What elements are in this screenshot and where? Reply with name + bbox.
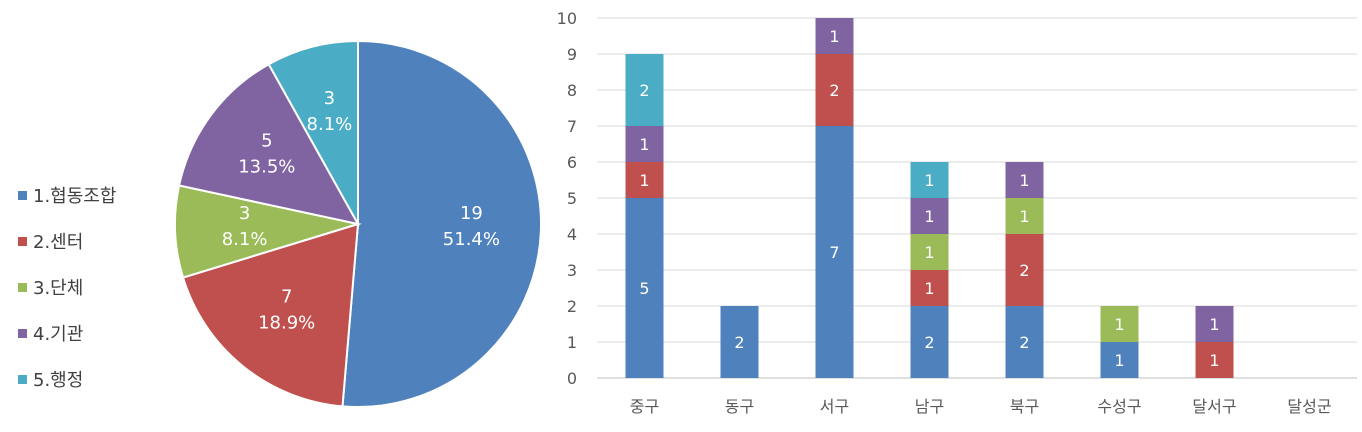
- y-tick-label: 2: [567, 297, 577, 316]
- bar-data-label: 1: [639, 171, 649, 190]
- x-tick-label: 달성군: [1287, 397, 1331, 416]
- y-tick-label: 0: [567, 369, 577, 388]
- bar-segment: [815, 18, 854, 54]
- bar-data-label: 1: [829, 27, 839, 46]
- pie-slice: [267, 39, 359, 228]
- x-tick-label: 달서구: [1192, 397, 1236, 416]
- pie-percent-label: 8.1%: [307, 114, 353, 135]
- pie-percent-label: 18.9%: [258, 312, 315, 333]
- legend-item: 4.기관: [18, 310, 168, 356]
- bar-segment: [1195, 342, 1234, 378]
- bar-segment: [1100, 342, 1139, 378]
- bar-segment: [720, 306, 759, 378]
- legend-label: 2.센터: [33, 232, 84, 253]
- pie-slice: [174, 184, 362, 279]
- bar-data-label: 2: [1019, 333, 1029, 352]
- y-tick-label: 8: [567, 81, 577, 100]
- pie-value-label: 3: [239, 203, 250, 224]
- bar-data-label: 2: [1019, 261, 1029, 280]
- legend-item: 3.단체: [18, 264, 168, 310]
- y-tick-label: 7: [567, 117, 577, 136]
- legend-item: 5.행정: [18, 356, 168, 402]
- bar-segment: [815, 126, 854, 378]
- bar-data-label: 7: [829, 243, 839, 262]
- pie-chart: 19 51.4% 7 18.9% 3 8.1% 5 13.5% 3 8.1%: [174, 39, 542, 408]
- pie-legend: 1.협동조합 2.센터 3.단체 4.기관 5.행정: [18, 172, 168, 402]
- x-tick-label: 서구: [820, 397, 849, 416]
- bar-segment: [910, 270, 949, 306]
- pie-percent-label: 51.4%: [443, 229, 500, 250]
- x-tick-label: 북구: [1010, 397, 1039, 416]
- legend-label: 1.협동조합: [33, 186, 117, 207]
- legend-item: 2.센터: [18, 218, 168, 264]
- y-tick-label: 10: [557, 9, 577, 28]
- bar-data-label: 1: [1209, 315, 1219, 334]
- bar-segment: [625, 54, 664, 126]
- bar-segment: [625, 198, 664, 378]
- x-tick-label: 남구: [915, 397, 944, 416]
- bar-data-label: 2: [829, 81, 839, 100]
- y-tick-label: 1: [567, 333, 577, 352]
- bar-data-label: 5: [639, 279, 649, 298]
- bar-segment: [1005, 306, 1044, 378]
- legend-label: 4.기관: [33, 324, 84, 345]
- bar-data-label: 2: [639, 81, 649, 100]
- bar-data-label: 1: [1114, 315, 1124, 334]
- bar-segment: [910, 306, 949, 378]
- bar-data-label: 1: [924, 243, 934, 262]
- bar-data-label: 2: [924, 333, 934, 352]
- stacked-bar-chart: 0 1 2 3 4 5 6 7 8 9 10 5 1 1 2 중구 2 동구 7 2 1 서구 2 1 1 1 1 남구 2 2 1 1 북구 1…: [557, 9, 1357, 416]
- legend-label: 3.단체: [33, 278, 84, 299]
- bar-data-label: 1: [639, 135, 649, 154]
- y-tick-label: 3: [567, 261, 577, 280]
- bar-segment: [625, 126, 664, 162]
- bar-segment: [1005, 234, 1044, 306]
- pie-slice: [341, 39, 542, 408]
- bar-data-label: 1: [1019, 171, 1029, 190]
- bar-segment: [1005, 162, 1044, 198]
- legend-swatch: [18, 190, 27, 200]
- bar-segment: [910, 162, 949, 198]
- y-tick-label: 5: [567, 189, 577, 208]
- bar-segment: [1100, 306, 1139, 342]
- bar-segment: [1195, 306, 1234, 342]
- pie-slice: [177, 62, 360, 226]
- bar-segment: [910, 234, 949, 270]
- bar-data-label: 2: [734, 333, 744, 352]
- bar-segment: [910, 198, 949, 234]
- bar-data-label: 1: [1209, 351, 1219, 370]
- bar-segment: [815, 54, 854, 126]
- bar-data-label: 1: [924, 207, 934, 226]
- legend-swatch: [18, 374, 27, 384]
- pie-percent-label: 13.5%: [238, 157, 295, 178]
- bar-data-label: 1: [1019, 207, 1029, 226]
- bar-data-label: 1: [924, 279, 934, 298]
- pie-value-label: 19: [460, 203, 483, 224]
- pie-slice: [181, 222, 360, 408]
- legend-label: 5.행정: [33, 370, 84, 391]
- pie-percent-label: 8.1%: [222, 229, 268, 250]
- x-tick-label: 중구: [630, 397, 659, 416]
- bar-segment: [625, 162, 664, 198]
- y-tick-label: 4: [567, 225, 577, 244]
- legend-swatch: [18, 328, 27, 338]
- legend-item: 1.협동조합: [18, 172, 168, 218]
- y-tick-label: 9: [567, 45, 577, 64]
- pie-value-label: 7: [281, 286, 292, 307]
- bar-data-label: 1: [924, 171, 934, 190]
- pie-value-label: 5: [261, 131, 272, 152]
- bar-segment: [1005, 198, 1044, 234]
- bar-data-label: 1: [1114, 351, 1124, 370]
- legend-swatch: [18, 282, 27, 292]
- x-tick-label: 동구: [725, 397, 754, 416]
- legend-swatch: [18, 236, 27, 246]
- x-tick-label: 수성구: [1097, 397, 1141, 416]
- pie-value-label: 3: [324, 88, 335, 109]
- y-tick-label: 6: [567, 153, 577, 172]
